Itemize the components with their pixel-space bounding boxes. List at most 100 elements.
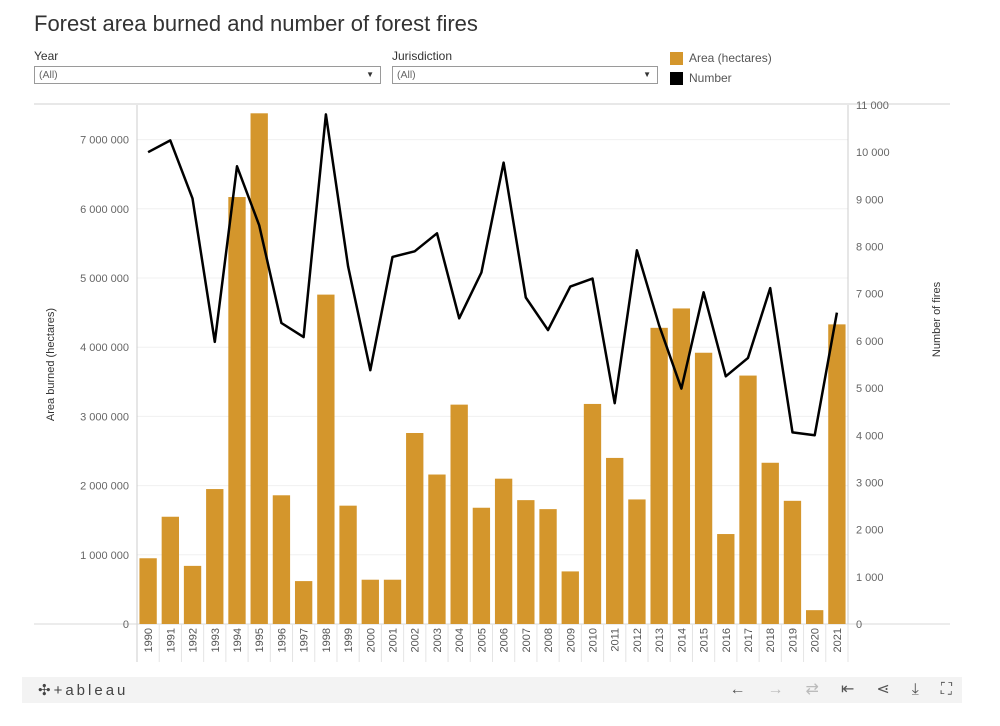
bar-1998 [317,294,335,624]
x-tick-label: 2007 [521,628,533,652]
y2-axis-title: Number of fires [931,281,943,357]
bar-2009 [561,571,579,624]
toolbar-buttons: ← → ⇄ ⇤ ⋖ ⤓ ⛶ [708,680,953,700]
bar-1991 [161,516,179,624]
y2-tick-label: 3 000 [856,477,884,489]
x-tick-label: 1995 [254,628,266,652]
bar-2000 [361,579,379,624]
redo-icon[interactable]: → [767,681,784,698]
x-tick-label: 2020 [810,628,822,652]
chart-area: 0 1 000 000 2 000 000 3 000 000 4 000 000 5 0… [0,100,1000,670]
x-tick-label: 1994 [232,628,244,652]
x-tick-label: 2013 [654,628,666,652]
y-tick-label: 7 000 000 [80,135,129,147]
bar-1997 [294,581,313,624]
chevron-down-icon: ▼ [366,70,374,79]
revert-icon[interactable]: ⇄ [805,681,819,698]
bar-2007 [517,500,535,624]
y-tick-label: 3 000 000 [80,411,129,423]
bar-2008 [539,509,557,624]
x-tick-label: 2014 [676,628,688,652]
jurisdiction-filter-dropdown[interactable]: (All) ▼ [392,66,658,84]
year-filter-dropdown[interactable]: (All) ▼ [34,66,381,84]
x-tick-label: 2010 [587,628,599,652]
tableau-logo-icon: ✣ [38,682,54,699]
y2-tick-label: 2 000 [856,525,884,537]
undo-icon[interactable]: ← [729,681,746,698]
chart-legend: Area (hectares) Number [670,48,772,88]
bar-2016 [717,534,735,624]
year-filter-value: (All) [39,69,58,81]
x-tick-label: 2016 [721,628,733,652]
bar-2003 [428,474,446,624]
x-tick-label: 2000 [365,628,377,652]
y2-tick-label: 9 000 [856,194,884,206]
tableau-toolbar: ✣+ableau ← → ⇄ ⇤ ⋖ ⤓ ⛶ [22,677,962,703]
legend-item-area[interactable]: Area (hectares) [670,48,772,68]
y2-tick-label: 5 000 [856,383,884,395]
tableau-logo-text: +ableau [53,682,129,699]
jurisdiction-filter-label: Jurisdiction [392,49,453,63]
jurisdiction-filter-value: (All) [397,69,416,81]
page-title: Forest area burned and number of forest … [34,11,478,36]
x-tick-label: 2015 [699,628,711,652]
legend-label-area: Area (hectares) [689,51,772,65]
bar-2019 [783,500,802,624]
y2-tick-label: 6 000 [856,336,884,348]
x-tick-label: 2005 [476,628,488,652]
y2-tick-label: 0 [856,619,862,631]
bar-2014 [672,308,691,624]
x-tick-label: 1996 [276,628,288,652]
bar-2006 [494,478,513,624]
x-tick-label: 2011 [610,628,622,652]
bar-2011 [606,457,624,624]
bar-1995 [250,113,268,624]
x-tick-label: 2017 [743,628,755,652]
bar-1992 [183,565,202,624]
y2-tick-label: 11 000 [856,100,889,112]
x-tick-label: 1993 [210,628,222,652]
legend-swatch-number [670,71,683,85]
y-tick-label: 5 000 000 [80,273,129,285]
y-tick-label: 0 [123,619,129,631]
x-tick-label: 2021 [832,628,844,652]
x-tick-label: 2009 [565,628,577,652]
number-of-fires-line [147,113,839,437]
x-tick-label: 2004 [454,628,466,652]
bar-2020 [806,610,824,624]
legend-item-number[interactable]: Number [670,68,772,88]
chevron-down-icon: ▼ [643,70,651,79]
bar-2021 [828,324,846,624]
share-icon[interactable]: ⋖ [876,681,890,698]
bar-1994 [228,197,246,624]
y2-tick-label: 8 000 [856,242,884,254]
x-tick-label: 1990 [143,628,155,652]
fullscreen-icon[interactable]: ⛶ [940,681,952,698]
y-tick-label: 6 000 000 [80,204,129,216]
y2-tick-label: 10 000 [856,147,890,159]
bar-2005 [472,507,491,624]
x-tick-label: 2019 [787,628,799,652]
x-tick-label: 1992 [188,628,200,652]
bar-2001 [383,579,402,624]
y2-tick-label: 4 000 [856,430,884,442]
jurisdiction-filter: Jurisdiction (All) ▼ [392,49,658,84]
bar-2018 [761,462,779,624]
bar-2013 [650,327,668,624]
year-filter-label: Year [34,49,59,63]
y2-tick-label: 7 000 [856,289,884,301]
combo-chart: 0 1 000 000 2 000 000 3 000 000 4 000 000 5 0… [34,100,950,662]
y-axis-title: Area burned (hectares) [45,308,57,421]
x-tick-label: 1998 [321,628,333,652]
legend-label-number: Number [689,71,732,85]
y-tick-label: 1 000 000 [80,550,129,562]
x-tick-label: 2002 [410,628,422,652]
tableau-logo[interactable]: ✣+ableau [38,681,128,699]
x-tick-label: 2008 [543,628,555,652]
bar-2017 [739,375,757,624]
reset-icon[interactable]: ⇤ [840,681,855,698]
legend-swatch-area [670,51,683,65]
x-tick-label: 1999 [343,628,355,652]
x-tick-label: 2003 [432,628,444,652]
download-icon[interactable]: ⤓ [911,681,919,698]
